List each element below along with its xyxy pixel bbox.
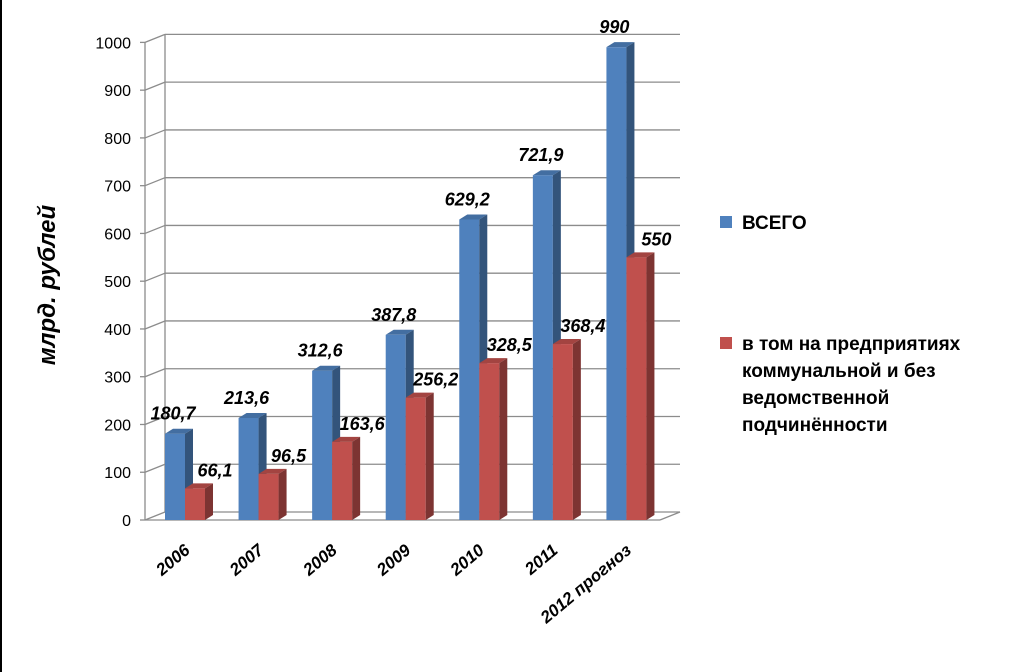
x-tick-label: 2009 xyxy=(372,540,414,580)
x-tick-label: 2006 xyxy=(152,540,194,580)
data-label: 96,5 xyxy=(271,446,307,466)
gridline-side xyxy=(144,272,166,282)
bar-total xyxy=(312,370,333,520)
bar-top xyxy=(626,252,655,258)
legend-swatch-total xyxy=(720,216,732,228)
bar-side xyxy=(646,252,655,520)
bar-top xyxy=(552,339,581,345)
bar-top xyxy=(185,483,213,489)
bar-side xyxy=(352,436,361,520)
bar-total xyxy=(165,433,185,520)
bar-top xyxy=(332,436,361,442)
data-label: 312,6 xyxy=(298,341,344,361)
data-label: 368,4 xyxy=(560,316,605,336)
bar-top xyxy=(312,365,341,371)
gridline-side xyxy=(144,415,166,426)
x-tick-label: 2008 xyxy=(299,540,341,580)
bar-total xyxy=(238,417,259,520)
y-tick-label: 500 xyxy=(104,274,131,291)
floor-right-edge xyxy=(659,511,681,521)
bar-top xyxy=(532,170,561,176)
bar-top xyxy=(459,214,488,220)
bar-top xyxy=(405,392,434,398)
gridline-side xyxy=(144,33,166,44)
bar-communal xyxy=(626,257,647,520)
x-tick-label: 2007 xyxy=(225,540,268,581)
gridline-side xyxy=(144,320,166,330)
y-tick-label: 200 xyxy=(104,417,131,434)
bar-communal xyxy=(258,473,279,520)
legend-label-communal: в том на предприятиях коммунальной и без… xyxy=(742,334,961,436)
data-label: 256,2 xyxy=(412,370,458,390)
bar-side xyxy=(205,483,213,520)
bar-total xyxy=(459,219,480,520)
bar-top xyxy=(238,412,267,418)
y-axis-label: млрд. рублей xyxy=(34,204,61,365)
gridline-side xyxy=(144,511,166,521)
y-tick-label: 600 xyxy=(104,226,131,243)
gridline-side xyxy=(144,224,166,235)
data-label: 66,1 xyxy=(197,460,232,480)
data-label: 328,5 xyxy=(487,335,533,355)
legend-item-communal: в том на предприятиях коммунальной и без… xyxy=(720,331,1000,439)
bar-top xyxy=(479,358,508,364)
bar-communal xyxy=(185,488,205,520)
bar-top xyxy=(258,468,287,474)
y-tick-label: 0 xyxy=(122,513,131,530)
gridline-side xyxy=(144,177,166,187)
legend: ВСЕГО в том на предприятиях коммунальной… xyxy=(720,210,1000,439)
gridline-side xyxy=(144,368,166,378)
bar-side xyxy=(499,358,508,520)
bar-total xyxy=(385,334,406,520)
bar-side xyxy=(278,468,287,520)
x-tick-label: 2011 xyxy=(520,541,561,580)
y-tick-label: 400 xyxy=(104,322,131,339)
y-tick-label: 300 xyxy=(104,370,131,387)
legend-label-total: ВСЕГО xyxy=(742,213,807,234)
bar-top xyxy=(385,329,414,335)
bar-total xyxy=(606,47,627,521)
bar-total xyxy=(532,175,553,520)
data-label: 163,6 xyxy=(340,414,386,434)
legend-swatch-communal xyxy=(720,337,732,349)
y-tick-label: 900 xyxy=(104,83,131,100)
gridline-side xyxy=(144,463,166,473)
data-label: 721,9 xyxy=(518,145,563,165)
data-label: 213,6 xyxy=(223,388,270,408)
data-label: 550 xyxy=(641,229,671,249)
bar-top xyxy=(165,428,193,434)
bar-communal xyxy=(332,441,353,520)
gridline-side xyxy=(144,129,166,139)
bar-communal xyxy=(552,344,573,520)
bar-communal xyxy=(479,363,500,520)
frame-left-border xyxy=(0,0,2,672)
data-label: 387,8 xyxy=(371,305,416,325)
y-tick-label: 800 xyxy=(104,131,131,148)
gridline-side xyxy=(144,81,166,91)
bar-side xyxy=(425,392,434,520)
y-tick-label: 700 xyxy=(104,179,131,196)
legend-item-total: ВСЕГО xyxy=(720,210,1000,237)
data-label: 629,2 xyxy=(445,189,490,209)
data-label: 990 xyxy=(599,17,629,37)
x-tick-label: 2010 xyxy=(446,540,488,580)
y-tick-label: 100 xyxy=(104,465,131,482)
bar-side xyxy=(572,339,581,520)
y-tick-label: 1000 xyxy=(95,35,131,52)
data-label: 180,7 xyxy=(150,404,196,424)
bar-communal xyxy=(405,397,426,520)
bar-top xyxy=(606,42,635,48)
